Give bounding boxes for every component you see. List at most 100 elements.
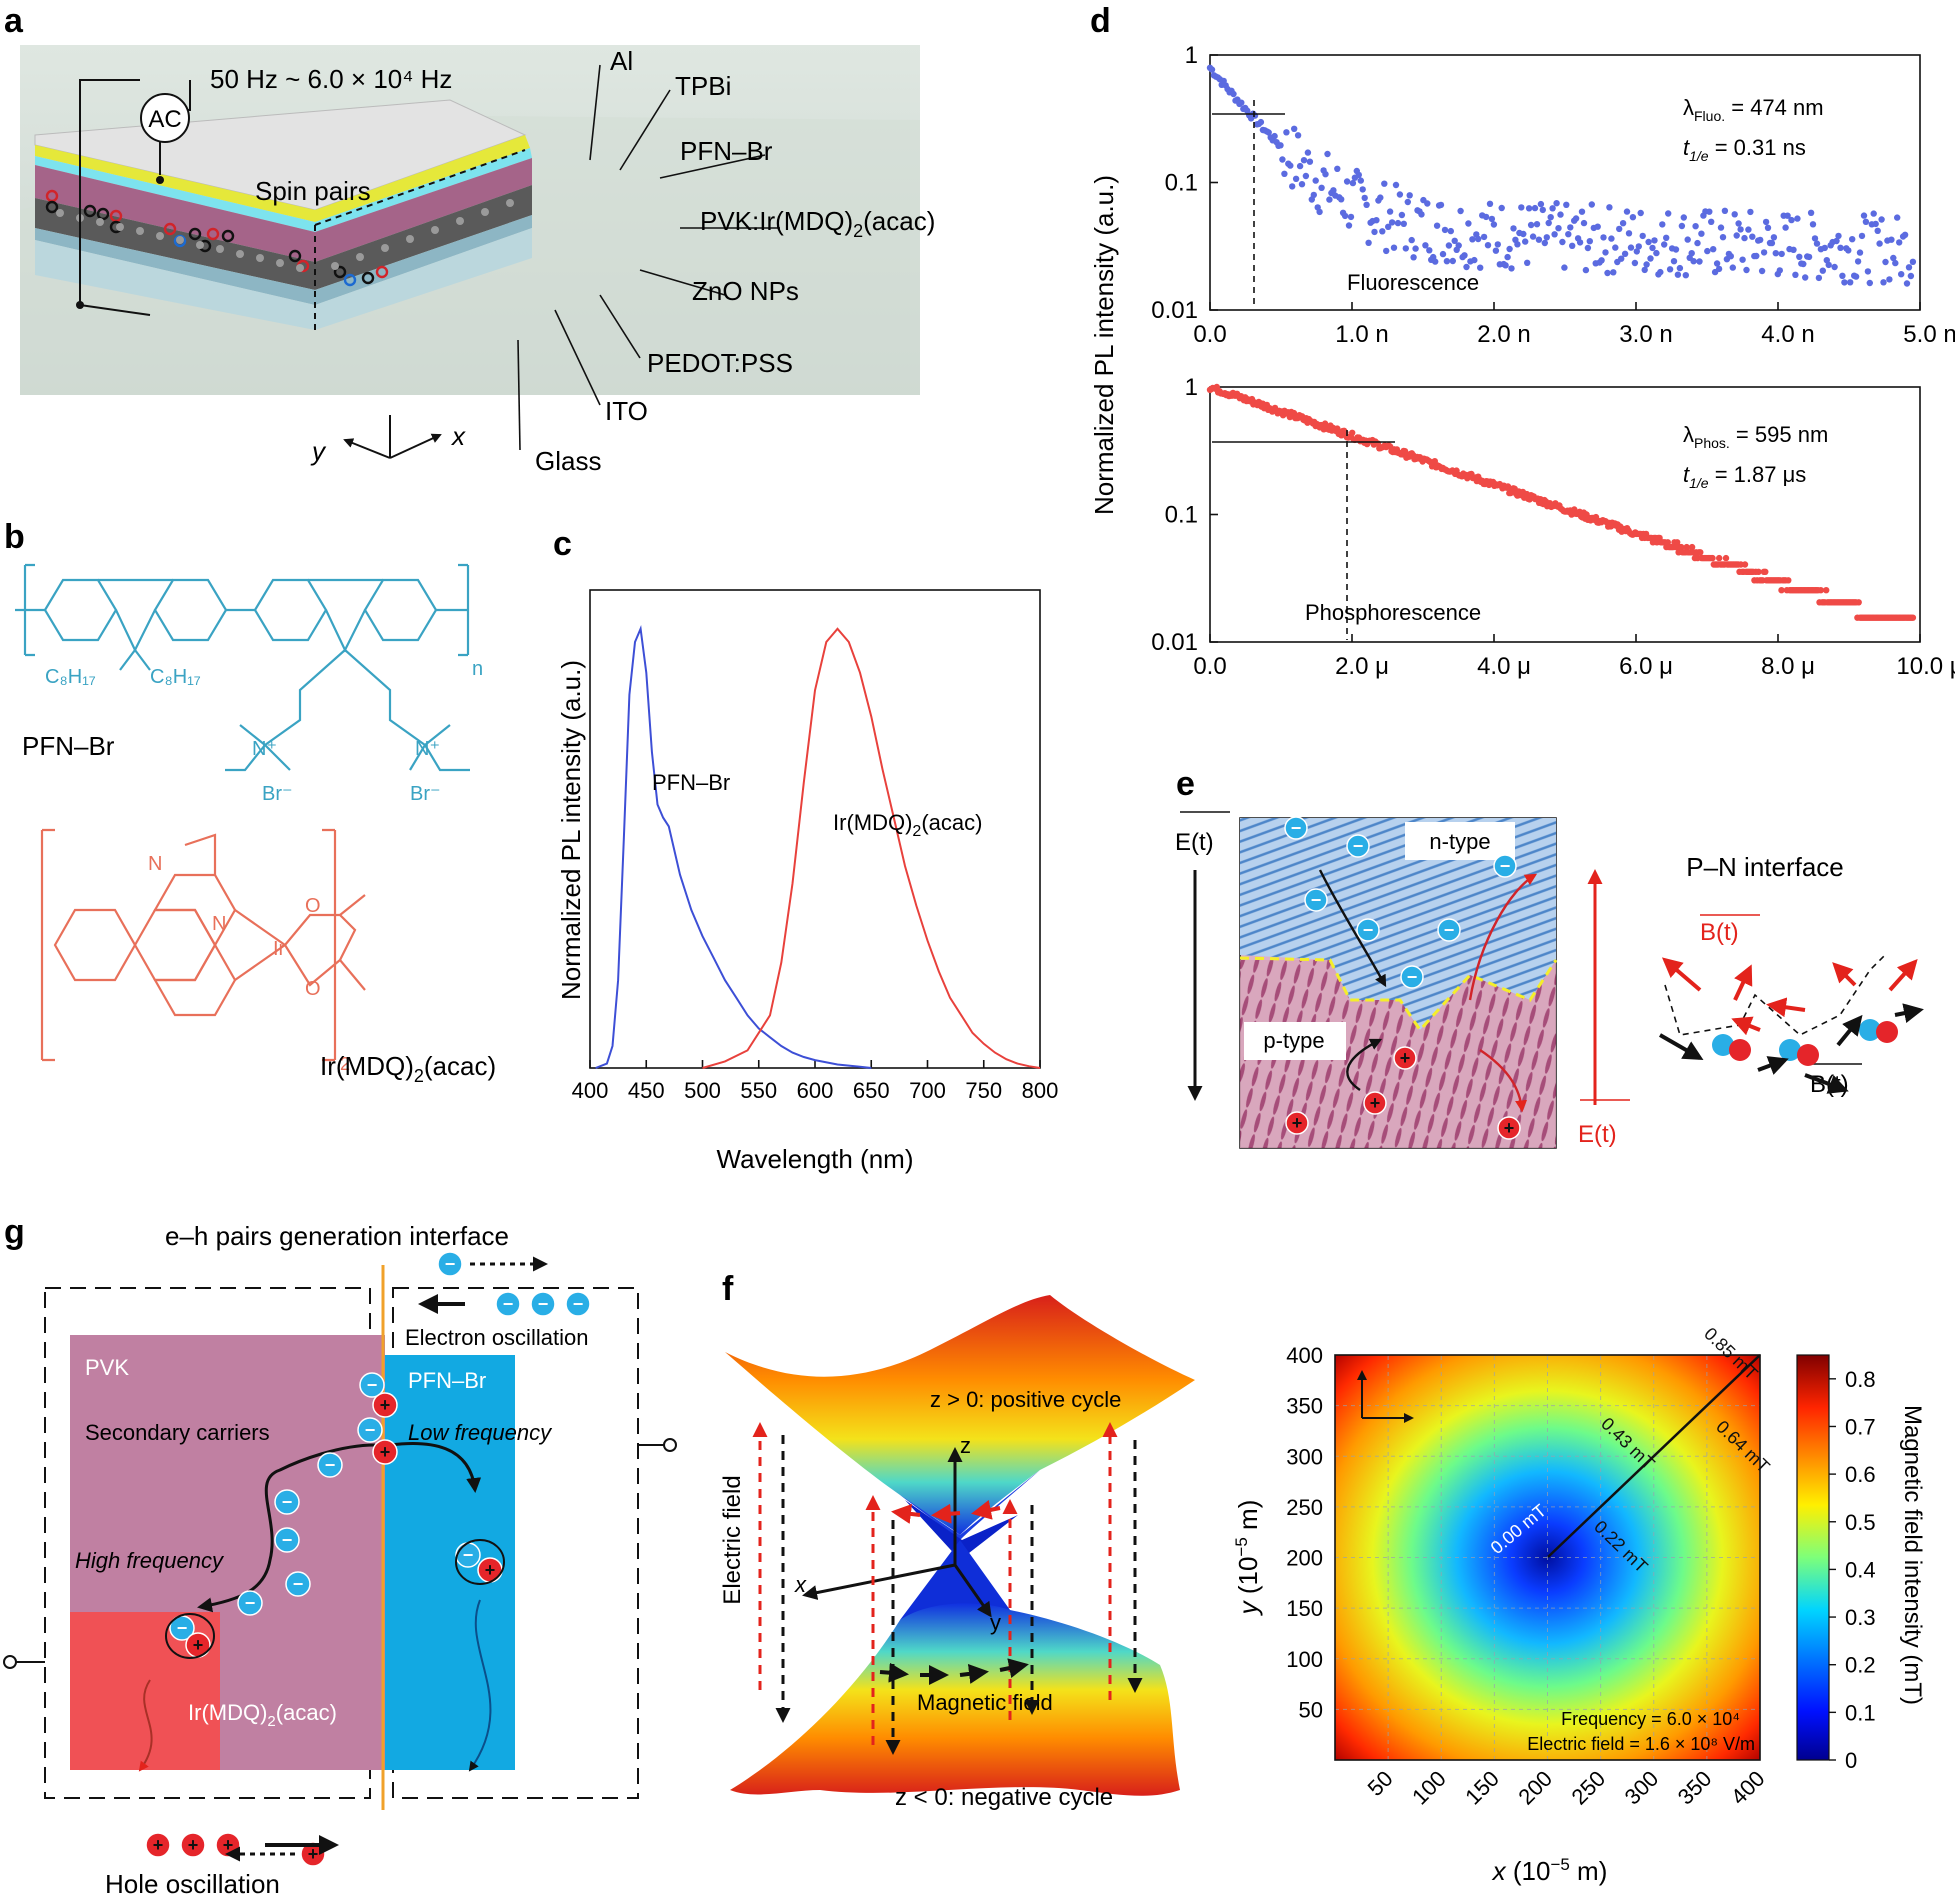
decay-point [1688,250,1695,257]
colorbar-ticks: 0 0.1 0.2 0.3 0.4 0.5 0.6 0.7 0.8 [1829,1367,1876,1773]
decay-point [1616,225,1623,233]
decay-point [1821,244,1829,252]
chart-d-ytick-label: 0.1 [1165,502,1198,529]
decay-point [1543,234,1551,241]
decay-point [1610,269,1617,276]
decay-point [1664,539,1672,546]
decay-point [1800,260,1807,268]
decay-point [1363,201,1370,208]
decay-point [1561,264,1568,271]
decay-point [1698,230,1705,237]
chart-d-tick-label: 0.0 [1193,321,1226,348]
decay-point [1492,247,1500,254]
pfn-br-name: PFN–Br [22,731,115,761]
holes: + + + + [1285,1046,1521,1140]
decay-point [1674,271,1682,278]
decay-point [1347,213,1355,221]
decay-point [1292,175,1300,182]
decay-point [1383,247,1390,255]
decay-point [1892,259,1899,267]
decay-point [1602,249,1609,256]
decay-point [1896,239,1903,246]
decay-point [1625,230,1633,237]
decay-point [1394,219,1402,227]
b-field-label-red: B(t) [1700,919,1739,946]
svg-text:+: + [1370,1093,1381,1113]
decay-point [1749,233,1756,240]
decay-point [1422,242,1429,249]
decay-point [1520,230,1527,238]
electric-field-label: Electric field [719,1475,746,1604]
decay-point [1322,171,1329,178]
chart-c-tick-label: 550 [740,1078,777,1103]
high-frequency-label: High frequency [75,1548,225,1573]
decay-point [1401,448,1409,455]
decay-point [1890,254,1897,262]
decay-point [1678,222,1686,230]
c8h17-left: C₈H₁₇ [45,666,96,688]
heatmap-grid [1335,1355,1760,1760]
chart-d-tick-label: 2.0 n [1477,321,1530,348]
decay-point [1768,239,1776,247]
g-holes: + + + + + + + + [145,1392,503,1867]
decay-point [1741,561,1749,568]
svg-text:−: − [177,1618,188,1638]
negative-cycle-label: z < 0: negative cycle [895,1784,1113,1811]
chart-c-tick-label: 650 [853,1078,890,1103]
ac-circuit: AC [76,79,191,316]
decay-point [1678,543,1685,551]
decay-point [1760,249,1768,256]
chart-c-ylabel: Normalized PL intensity (a.u.) [556,660,586,1000]
decay-point [1290,409,1298,417]
decay-point [1594,223,1601,230]
decay-point [1741,234,1748,242]
atom-n1: N [148,853,162,875]
layer-al: Al [610,46,633,76]
decay-point [1782,224,1789,231]
decay-point [1688,543,1696,551]
pn-interface-line [1239,956,1558,1033]
decay-point [1475,235,1482,243]
svg-text:−: − [1291,818,1302,838]
chart-d-tick-label: 5.0 n [1903,321,1955,348]
e-field-label-red: E(t) [1578,1121,1617,1148]
decay-point [1396,191,1404,198]
positive-cycle-label: z > 0: positive cycle [930,1387,1121,1412]
heatmap-ytick-label: 400 [1286,1343,1323,1368]
decay-point [1586,238,1594,245]
decay-point [1870,210,1877,217]
decay-point [1385,223,1392,230]
decay-point [1733,232,1740,239]
decay-point [1659,221,1666,228]
decay-point [1334,425,1341,432]
decay-point [1666,266,1674,273]
svg-text:+: + [485,1560,496,1580]
decay-point [1697,549,1704,556]
decay-point [1839,272,1846,279]
svg-text:−: − [1353,836,1364,856]
decay-point [1522,238,1529,245]
decay-point [1310,191,1318,199]
svg-text:−: − [538,1294,549,1314]
decay-point [1531,204,1539,212]
decay-point [1710,246,1717,253]
decay-point [1578,208,1586,215]
decay-point [1553,200,1560,207]
colorbar-tick-label: 0.2 [1845,1653,1876,1678]
heatmap-xtick-label: 400 [1726,1766,1770,1810]
phos-wavelength: λPhos. = 595 nm [1683,422,1828,451]
panel-label-g: g [4,1213,25,1251]
decay-point [1296,162,1304,170]
decay-point [1402,245,1410,252]
decay-point [1643,261,1650,268]
decay-point [1349,179,1357,187]
atom-o1: O [305,895,321,917]
decay-point [1527,221,1535,229]
e-field-label: E(t) [1175,829,1214,856]
svg-text:+: + [1292,1113,1303,1133]
fluo-wavelength: λFluo. = 474 nm [1683,95,1824,124]
panel-label-d: d [1090,2,1111,40]
decay-point [1755,568,1762,575]
decay-point [1441,226,1449,234]
decay-point [1592,513,1600,521]
